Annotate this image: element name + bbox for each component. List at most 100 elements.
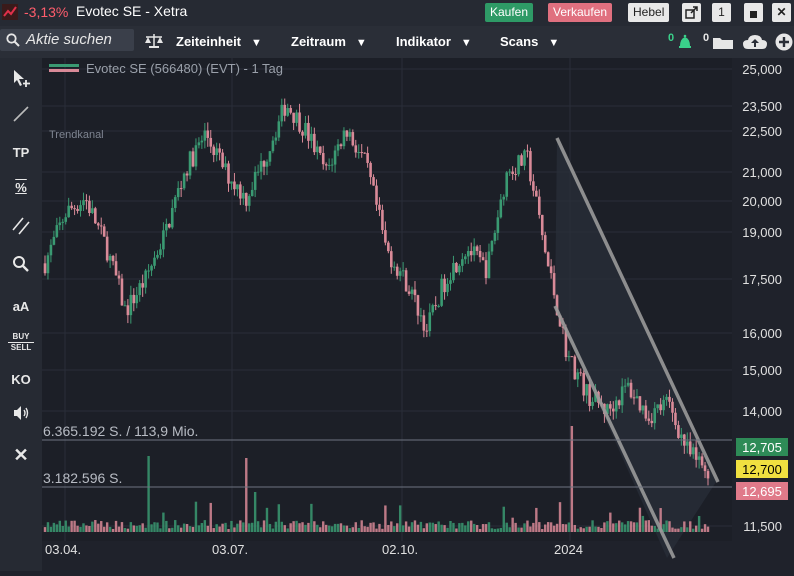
volume-bar <box>366 526 369 532</box>
folder-icon[interactable] <box>712 36 734 50</box>
candle <box>387 242 390 252</box>
volume-bar <box>91 521 94 532</box>
candle <box>159 249 162 255</box>
volume-bar <box>179 527 183 532</box>
text-tool[interactable]: aA <box>12 299 30 314</box>
minimize-icon[interactable] <box>744 3 763 22</box>
candle <box>623 385 627 387</box>
menu-indikator[interactable]: Indikator ▼ <box>396 34 472 49</box>
trend-channel-upper[interactable] <box>555 137 720 483</box>
volume-bar <box>156 522 159 532</box>
volume-bar <box>153 522 156 532</box>
volume-bar <box>653 525 656 532</box>
candle <box>262 161 266 167</box>
candle <box>517 155 520 175</box>
search-input[interactable]: Aktie suchen <box>26 31 112 48</box>
candle <box>641 405 645 411</box>
parallel-channel-icon[interactable] <box>6 216 36 240</box>
target-price-tool[interactable]: TP <box>12 145 30 160</box>
buy-button[interactable]: Kaufen <box>485 3 534 22</box>
menu-scans[interactable]: Scans ▼ <box>500 34 559 49</box>
add-icon[interactable] <box>775 33 793 51</box>
candle <box>357 152 361 154</box>
volume-bar <box>256 521 260 532</box>
volume-bar <box>626 521 630 532</box>
candle <box>490 240 494 252</box>
menu-zeitraum[interactable]: Zeitraum ▼ <box>291 34 367 49</box>
candle <box>665 396 668 400</box>
cloud-upload-icon[interactable] <box>742 33 768 51</box>
volume-bar <box>369 522 372 532</box>
volume-bar <box>236 523 239 532</box>
sell-button[interactable]: Verkaufen <box>548 3 613 22</box>
price-axis[interactable]: 25,000 23,500 22,500 21,000 20,000 19,000 17,5… <box>742 62 782 534</box>
candle <box>650 420 654 424</box>
candle <box>73 208 76 210</box>
speaker-icon[interactable] <box>6 403 36 427</box>
candle <box>446 283 449 293</box>
candle <box>638 396 642 411</box>
volume-bar <box>206 525 209 532</box>
volume-bar <box>212 528 215 532</box>
volume-bar <box>683 521 686 532</box>
candle <box>259 161 263 172</box>
line-tool-icon[interactable] <box>6 104 36 128</box>
candle <box>61 221 65 223</box>
zoom-icon[interactable] <box>6 254 36 278</box>
volume-bar <box>108 526 112 532</box>
date-axis[interactable]: 03.04. 03.07. 02.10. 2024 <box>45 542 583 557</box>
close-icon[interactable]: ✕ <box>772 3 791 22</box>
search-box[interactable]: Aktie suchen <box>0 29 134 51</box>
price-label-text: 12,705 <box>742 440 782 455</box>
chart-area[interactable]: Evotec SE (566480) (EVT) - 1 Tag Trendka… <box>42 58 794 571</box>
price-chart[interactable]: Evotec SE (566480) (EVT) - 1 Tag Trendka… <box>42 58 794 571</box>
volume-bar <box>638 507 642 532</box>
volume-bar <box>623 524 627 532</box>
bell-icon[interactable] <box>678 34 692 50</box>
volume-bar <box>564 524 568 532</box>
volume-bar <box>567 522 571 532</box>
candle <box>617 400 621 406</box>
trend-channel-lower[interactable] <box>553 305 676 559</box>
leverage-button[interactable]: Hebel <box>628 3 670 22</box>
candle <box>212 146 216 156</box>
price-tick-label: 25,000 <box>742 62 782 77</box>
knockout-tool[interactable]: KO <box>11 372 31 387</box>
trend-channel-fill <box>555 138 716 558</box>
candle <box>591 401 594 406</box>
candle <box>304 122 307 136</box>
volume-bar <box>641 515 645 532</box>
volume-bar <box>629 521 633 532</box>
delete-drawings-icon[interactable]: ✕ <box>13 445 29 465</box>
candle <box>295 112 298 123</box>
volume-bar <box>549 522 553 532</box>
candle <box>218 148 221 153</box>
volume-bar <box>384 505 387 532</box>
volume-bar <box>396 523 399 532</box>
volume-bar <box>440 524 443 532</box>
candle <box>443 278 446 293</box>
volume-bar <box>694 525 698 532</box>
balance-icon[interactable] <box>144 33 164 49</box>
volume-bar <box>398 505 402 532</box>
popout-icon[interactable] <box>682 3 701 22</box>
chart-logo-icon <box>2 4 18 20</box>
candle <box>546 252 550 267</box>
cursor-add-icon[interactable] <box>6 68 36 92</box>
percent-tool[interactable]: % <box>15 180 27 195</box>
menu-zeiteinheit[interactable]: Zeiteinheit ▼ <box>176 34 262 49</box>
volume-bar <box>413 520 417 532</box>
volume-bar <box>274 521 278 532</box>
volume-bar <box>283 525 286 532</box>
buy-sell-tool[interactable]: BUY SELL <box>8 332 34 353</box>
volume-bar <box>656 528 659 532</box>
volume-bar <box>97 523 100 532</box>
candle <box>520 155 523 166</box>
volume-bar <box>434 524 437 532</box>
candle <box>703 465 707 472</box>
volume-label-low: 3.182.596 S. <box>43 470 122 486</box>
window-count-badge[interactable]: 1 <box>712 3 731 22</box>
candle <box>582 373 585 396</box>
volume-bar <box>428 522 431 532</box>
candle <box>46 255 50 274</box>
